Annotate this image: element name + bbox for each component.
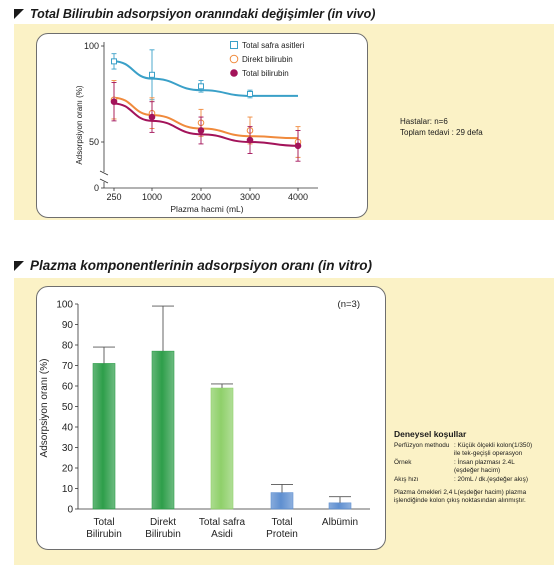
triangle-marker-icon bbox=[14, 260, 24, 271]
data-point bbox=[197, 127, 205, 134]
condition-row: Perfüzyon methodu : Küçük ölçekli kolon(… bbox=[394, 442, 554, 451]
patients-text: Hastalar: n=6 bbox=[400, 117, 448, 126]
fit-curve bbox=[113, 102, 299, 147]
condition-key bbox=[394, 450, 454, 459]
category-label: Direkt bbox=[150, 517, 176, 528]
y-tick-label: 20 bbox=[62, 464, 74, 475]
legend-swatch bbox=[230, 69, 238, 77]
data-point bbox=[110, 98, 118, 105]
triangle-marker-icon bbox=[14, 9, 24, 19]
bar bbox=[328, 502, 352, 510]
data-point bbox=[246, 136, 254, 144]
condition-value: : 20mL / dk.(eşdeğer akış) bbox=[454, 475, 528, 483]
condition-row: ile tek-geçişli operasyon bbox=[394, 450, 554, 459]
y-tick-label: 100 bbox=[56, 300, 73, 311]
condition-key bbox=[394, 467, 454, 476]
category-label: Albümin bbox=[322, 517, 358, 528]
legend-label: Total safra asitleri bbox=[242, 41, 304, 50]
y-tick-label: 90 bbox=[62, 320, 74, 331]
y-tick-label: 60 bbox=[62, 382, 74, 393]
fit-curve bbox=[113, 60, 298, 97]
bar bbox=[210, 387, 234, 510]
condition-row: Akış hızı : 20mL / dk.(eşdeğer akış) bbox=[394, 476, 554, 485]
x-tick-label: 4000 bbox=[288, 192, 308, 202]
condition-key: Akış hızı bbox=[394, 475, 419, 483]
condition-row: Örnek : İnsan plazması 2.4L bbox=[394, 459, 554, 468]
in-vivo-heading: Total Bilirubin adsorpsiyon oranındaki d… bbox=[14, 7, 375, 21]
category-label: Protein bbox=[266, 529, 298, 540]
data-point bbox=[294, 142, 302, 150]
condition-value: ile tek-geçişli operasyon bbox=[454, 450, 523, 458]
legend-label: Total bilirubin bbox=[242, 69, 289, 78]
data-point bbox=[111, 58, 117, 65]
x-tick-label: 2000 bbox=[191, 192, 211, 202]
condition-key: Perfüzyon methodu bbox=[394, 441, 450, 449]
in-vitro-heading-text: Plazma komponentlerinin adsorpsiyon oran… bbox=[30, 258, 373, 273]
y-tick-label: 50 bbox=[89, 137, 99, 147]
condition-key: Örnek bbox=[394, 458, 412, 466]
bar bbox=[151, 350, 175, 510]
in-vivo-heading-text: Total Bilirubin adsorpsiyon oranındaki d… bbox=[30, 7, 376, 21]
x-tick-label: 250 bbox=[106, 192, 121, 202]
condition-value: : Küçük ölçekli kolon(1/350) bbox=[454, 441, 533, 449]
category-label: Asidi bbox=[211, 529, 233, 540]
y-tick-label: 80 bbox=[62, 341, 74, 352]
y-tick-label: 100 bbox=[84, 41, 99, 51]
bar bbox=[92, 363, 116, 510]
x-tick-label: 3000 bbox=[240, 192, 260, 202]
y-tick-label: 0 bbox=[67, 505, 73, 516]
data-point bbox=[149, 71, 155, 78]
data-point bbox=[148, 113, 156, 121]
category-label: Total bbox=[271, 517, 292, 528]
data-point bbox=[198, 83, 204, 90]
legend-swatch bbox=[230, 41, 238, 49]
axis-break-icon bbox=[99, 170, 109, 184]
category-label: Total safra bbox=[199, 517, 246, 528]
condition-row: (eşdeğer hacim) bbox=[394, 467, 554, 476]
legend-label: Direkt bilirubin bbox=[242, 55, 293, 64]
y-tick-label: 0 bbox=[94, 183, 99, 193]
data-point bbox=[247, 91, 253, 97]
category-label: Bilirubin bbox=[145, 529, 181, 540]
x-tick-label: 1000 bbox=[142, 192, 162, 202]
conditions-note: Plazma örnekleri 2,4 L(eşdeğer hacim) pl… bbox=[394, 488, 527, 505]
x-axis-label: Plazma hacmi (mL) bbox=[170, 204, 243, 214]
treatments-text: Toplam tedavi : 29 defa bbox=[400, 128, 483, 137]
y-tick-label: 10 bbox=[62, 484, 74, 495]
y-tick-label: 50 bbox=[62, 402, 74, 413]
legend-swatch bbox=[229, 54, 239, 64]
bar bbox=[270, 492, 294, 510]
category-label: Bilirubin bbox=[86, 529, 122, 540]
condition-value: : İnsan plazması 2.4L bbox=[454, 458, 515, 466]
y-tick-label: 70 bbox=[62, 361, 74, 372]
y-axis-label: Adsorpsiyon oranı (%) bbox=[75, 85, 84, 164]
annotation-label: (n=3) bbox=[338, 299, 360, 310]
y-tick-label: 40 bbox=[62, 423, 74, 434]
conditions-title: Deneysel koşullar bbox=[394, 429, 467, 439]
y-axis-label: Adsorpsiyon oranı (%) bbox=[39, 359, 50, 458]
condition-value: (eşdeğer hacim) bbox=[454, 467, 501, 475]
category-label: Total bbox=[93, 517, 114, 528]
in-vitro-heading: Plazma komponentlerinin adsorpsiyon oran… bbox=[14, 258, 372, 273]
y-tick-label: 30 bbox=[62, 443, 74, 454]
experimental-conditions: Deneysel koşullar Perfüzyon methodu : Kü… bbox=[394, 430, 554, 506]
patient-info: Hastalar: n=6 Toplam tedavi : 29 defa bbox=[400, 116, 483, 138]
